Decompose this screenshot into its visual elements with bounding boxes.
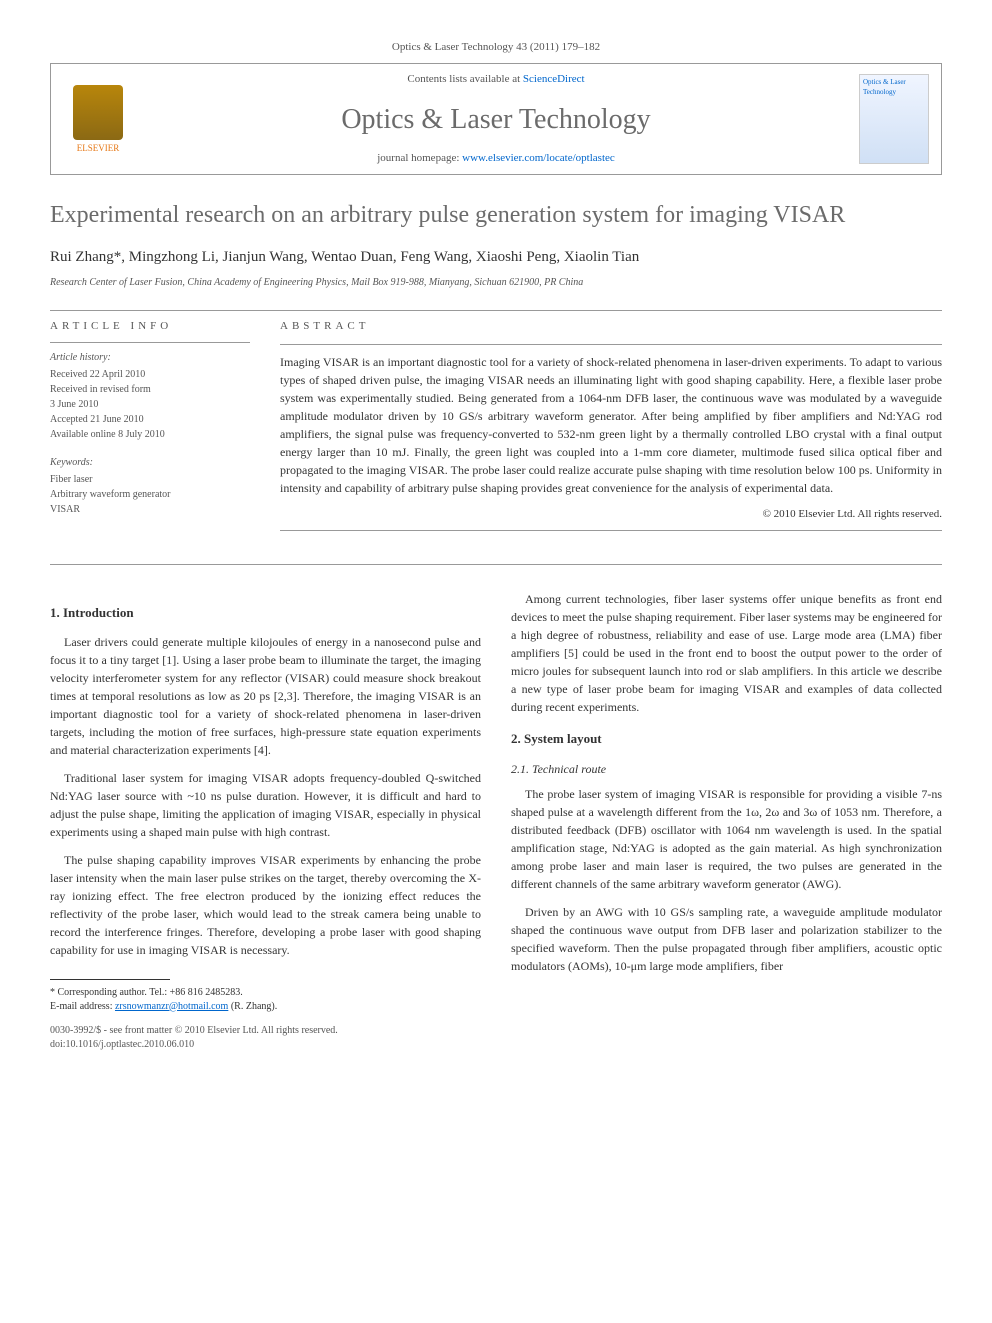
author-email-link[interactable]: zrsnowmanzr@hotmail.com bbox=[115, 1001, 228, 1012]
homepage-link[interactable]: www.elsevier.com/locate/optlastec bbox=[462, 152, 615, 164]
subsection-heading-technical: 2.1. Technical route bbox=[511, 761, 942, 778]
homepage-prefix: journal homepage: bbox=[377, 152, 462, 164]
divider bbox=[50, 342, 250, 343]
doi-line: doi:10.1016/j.optlastec.2010.06.010 bbox=[50, 1038, 481, 1052]
body-paragraph: Laser drivers could generate multiple ki… bbox=[50, 633, 481, 759]
history-item: Available online 8 July 2010 bbox=[50, 427, 250, 442]
info-abstract-row: ARTICLE INFO Article history: Received 2… bbox=[50, 319, 942, 540]
history-item: Received in revised form bbox=[50, 382, 250, 397]
article-info-heading: ARTICLE INFO bbox=[50, 319, 250, 334]
email-label: E-mail address: bbox=[50, 1001, 115, 1012]
section-heading-intro: 1. Introduction bbox=[50, 604, 481, 622]
journal-reference: Optics & Laser Technology 43 (2011) 179–… bbox=[50, 40, 942, 55]
header-center: Contents lists available at ScienceDirec… bbox=[133, 72, 859, 166]
history-heading: Article history: bbox=[50, 351, 250, 365]
journal-cover-thumbnail: Optics & Laser Technology bbox=[859, 74, 929, 164]
journal-header: ELSEVIER Contents lists available at Sci… bbox=[50, 63, 942, 175]
publisher-logo: ELSEVIER bbox=[63, 79, 133, 159]
doi-block: 0030-3992/$ - see front matter © 2010 El… bbox=[50, 1024, 481, 1052]
keyword-item: Arbitrary waveform generator bbox=[50, 487, 250, 502]
abstract-column: ABSTRACT Imaging VISAR is an important d… bbox=[280, 319, 942, 540]
keywords-heading: Keywords: bbox=[50, 456, 250, 470]
keyword-item: Fiber laser bbox=[50, 472, 250, 487]
abstract-text: Imaging VISAR is an important diagnostic… bbox=[280, 353, 942, 497]
body-paragraph: Driven by an AWG with 10 GS/s sampling r… bbox=[511, 903, 942, 975]
body-paragraph: Traditional laser system for imaging VIS… bbox=[50, 769, 481, 841]
front-matter-line: 0030-3992/$ - see front matter © 2010 El… bbox=[50, 1024, 481, 1038]
body-paragraph: The probe laser system of imaging VISAR … bbox=[511, 785, 942, 893]
contents-prefix: Contents lists available at bbox=[407, 73, 522, 85]
article-title: Experimental research on an arbitrary pu… bbox=[50, 200, 942, 231]
divider bbox=[280, 530, 942, 531]
body-two-column: 1. Introduction Laser drivers could gene… bbox=[50, 590, 942, 1051]
divider bbox=[280, 344, 942, 345]
abstract-heading: ABSTRACT bbox=[280, 319, 942, 334]
email-footnote: E-mail address: zrsnowmanzr@hotmail.com … bbox=[50, 1000, 481, 1014]
keyword-item: VISAR bbox=[50, 502, 250, 517]
footnote-separator bbox=[50, 979, 170, 980]
right-column: Among current technologies, fiber laser … bbox=[511, 590, 942, 1051]
article-info-column: ARTICLE INFO Article history: Received 2… bbox=[50, 319, 250, 540]
corresponding-author-footnote: * Corresponding author. Tel.: +86 816 24… bbox=[50, 986, 481, 1000]
email-suffix: (R. Zhang). bbox=[228, 1001, 277, 1012]
sciencedirect-link[interactable]: ScienceDirect bbox=[523, 73, 585, 85]
homepage-line: journal homepage: www.elsevier.com/locat… bbox=[133, 151, 859, 166]
left-column: 1. Introduction Laser drivers could gene… bbox=[50, 590, 481, 1051]
history-item: Accepted 21 June 2010 bbox=[50, 412, 250, 427]
authors-list: Rui Zhang*, Mingzhong Li, Jianjun Wang, … bbox=[50, 247, 942, 268]
affiliation: Research Center of Laser Fusion, China A… bbox=[50, 276, 942, 290]
copyright-line: © 2010 Elsevier Ltd. All rights reserved… bbox=[280, 507, 942, 522]
divider bbox=[50, 310, 942, 311]
body-paragraph: Among current technologies, fiber laser … bbox=[511, 590, 942, 716]
contents-line: Contents lists available at ScienceDirec… bbox=[133, 72, 859, 87]
divider bbox=[50, 564, 942, 565]
elsevier-tree-icon bbox=[73, 85, 123, 140]
publisher-name: ELSEVIER bbox=[77, 142, 120, 155]
body-paragraph: The pulse shaping capability improves VI… bbox=[50, 851, 481, 959]
section-heading-layout: 2. System layout bbox=[511, 730, 942, 748]
history-item: 3 June 2010 bbox=[50, 397, 250, 412]
history-item: Received 22 April 2010 bbox=[50, 367, 250, 382]
journal-title: Optics & Laser Technology bbox=[133, 100, 859, 139]
